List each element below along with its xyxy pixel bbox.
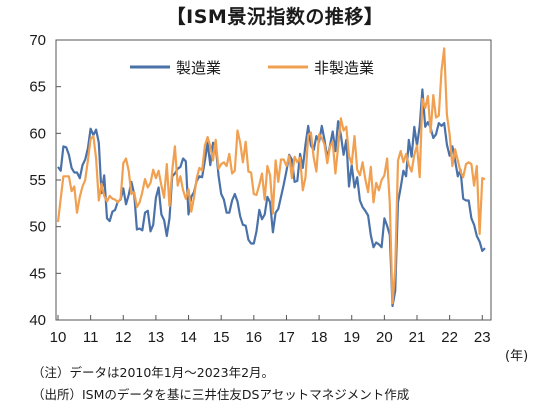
- x-tick-label: 20: [376, 329, 393, 346]
- legend-label-non-manufacturing: 非製造業: [314, 59, 374, 77]
- note-text: （注）データは2010年1月～2023年2月。: [32, 365, 275, 380]
- x-tick-label: 14: [180, 329, 197, 346]
- x-axis-ticks: 10 11 12 13 14 15 16 17 18 19 20 21 22 23: [50, 315, 491, 346]
- x-tick-label: 23: [474, 329, 491, 346]
- x-tick-label: 18: [311, 329, 328, 346]
- y-tick-label: 50: [29, 219, 46, 236]
- y-tick-label: 40: [29, 312, 46, 329]
- legend: 製造業 非製造業: [130, 59, 374, 77]
- x-tick-label: 21: [409, 329, 426, 346]
- y-axis-ticks: 40 45 50 55 60 65 70: [29, 32, 61, 329]
- series-line-manufacturing: [57, 88, 486, 308]
- x-tick-label: 15: [213, 329, 230, 346]
- legend-label-manufacturing: 製造業: [176, 59, 221, 77]
- y-tick-label: 55: [29, 172, 46, 189]
- x-tick-label: 16: [245, 329, 262, 346]
- series-line-non-manufacturing: [56, 47, 486, 305]
- chart-title: 【ISM景況指数の推移】: [166, 6, 384, 28]
- y-tick-label: 45: [29, 265, 46, 282]
- y-tick-label: 70: [29, 32, 46, 49]
- y-tick-label: 65: [29, 79, 46, 96]
- series-layer: [56, 47, 486, 308]
- y-tick-label: 60: [29, 125, 46, 142]
- x-tick-label: 12: [115, 329, 132, 346]
- x-axis-unit: (年): [505, 349, 529, 364]
- x-tick-label: 10: [50, 329, 67, 346]
- x-tick-label: 13: [148, 329, 165, 346]
- x-tick-label: 17: [278, 329, 295, 346]
- plot-area: [55, 39, 492, 321]
- source-text: （出所）ISMのデータを基に三井住友DSアセットマネジメント作成: [32, 387, 410, 402]
- x-tick-label: 11: [83, 329, 99, 346]
- x-tick-label: 19: [343, 329, 360, 346]
- x-tick-label: 22: [441, 329, 458, 346]
